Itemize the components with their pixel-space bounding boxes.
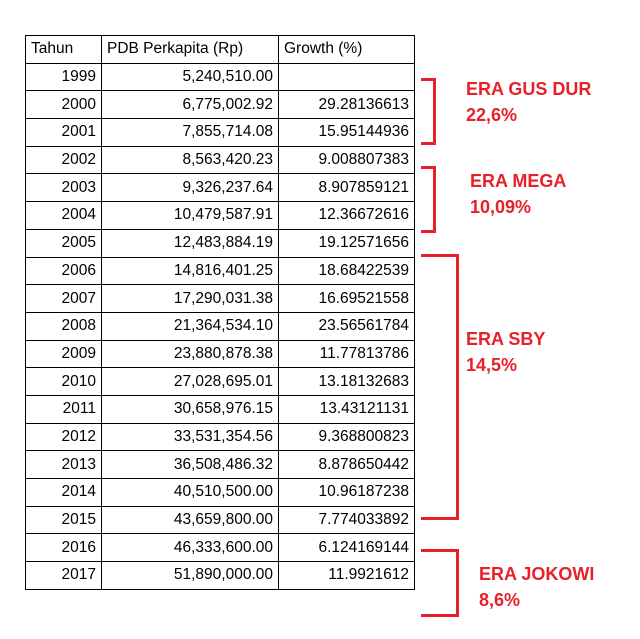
cell-growth: 7.774033892 <box>278 505 415 535</box>
cell-tahun: 2004 <box>25 201 102 230</box>
table-row: 2001 7,855,714.08 15.95144936 <box>25 118 415 147</box>
cell-pdb-perkapita: 36,508,486.32 <box>101 450 279 479</box>
cell-pdb-perkapita: 14,816,401.25 <box>101 256 279 286</box>
cell-pdb-perkapita: 17,290,031.38 <box>101 284 279 313</box>
cell-pdb-perkapita: 21,364,534.10 <box>101 311 279 341</box>
era-mega-name: ERA MEGA <box>470 171 567 191</box>
table-row: 2015 43,659,800.00 7.774033892 <box>25 505 415 535</box>
table-row: 2006 14,816,401.25 18.68422539 <box>25 256 415 286</box>
cell-tahun: 2012 <box>25 422 102 452</box>
cell-growth: 12.36672616 <box>278 201 415 230</box>
era-mega-label: ERA MEGA 10,09% <box>470 168 566 220</box>
cell-growth: 9.008807383 <box>278 145 415 175</box>
cell-pdb-perkapita: 46,333,600.00 <box>101 533 279 563</box>
era-gus-dur-label: ERA GUS DUR 22,6% <box>466 76 591 128</box>
table-row: 2008 21,364,534.10 23.56561784 <box>25 311 415 341</box>
cell-growth: 29.28136613 <box>278 90 415 120</box>
cell-pdb-perkapita: 27,028,695.01 <box>101 367 279 396</box>
cell-pdb-perkapita: 8,563,420.23 <box>101 145 279 175</box>
cell-growth: 15.95144936 <box>278 118 415 147</box>
cell-tahun: 1999 <box>25 62 102 92</box>
table-row: 2010 27,028,695.01 13.18132683 <box>25 367 415 396</box>
cell-growth: 8.907859121 <box>278 173 415 203</box>
cell-growth: 6.124169144 <box>278 533 415 563</box>
table-row: 2013 36,508,486.32 8.878650442 <box>25 450 415 479</box>
cell-tahun: 2006 <box>25 256 102 286</box>
cell-pdb-perkapita: 40,510,500.00 <box>101 478 279 507</box>
cell-tahun: 2011 <box>25 394 102 424</box>
cell-tahun: 2002 <box>25 145 102 175</box>
table-row: 2017 51,890,000.00 11.9921612 <box>25 561 415 590</box>
table-row: 2016 46,333,600.00 6.124169144 <box>25 533 415 563</box>
header-row: Tahun PDB Perkapita (Rp) Growth (%) <box>25 35 415 64</box>
cell-tahun: 2013 <box>25 450 102 479</box>
era-sby-label: ERA SBY 14,5% <box>466 326 545 378</box>
cell-pdb-perkapita: 23,880,878.38 <box>101 339 279 369</box>
cell-tahun: 2014 <box>25 478 102 507</box>
cell-tahun: 2007 <box>25 284 102 313</box>
gdp-per-capita-table: Tahun PDB Perkapita (Rp) Growth (%) 1999… <box>25 35 415 590</box>
table-row: 2005 12,483,884.19 19.12571656 <box>25 228 415 258</box>
cell-tahun: 2003 <box>25 173 102 203</box>
cell-pdb-perkapita: 5,240,510.00 <box>101 62 279 92</box>
header-growth: Growth (%) <box>278 35 415 64</box>
cell-growth: 18.68422539 <box>278 256 415 286</box>
era-sby-name: ERA SBY <box>466 329 546 349</box>
cell-tahun: 2010 <box>25 367 102 396</box>
era-gus-dur-name: ERA GUS DUR <box>466 79 592 99</box>
cell-growth: 9.368800823 <box>278 422 415 452</box>
cell-growth: 10.96187238 <box>278 478 415 507</box>
cell-tahun: 2005 <box>25 228 102 258</box>
cell-growth: 13.18132683 <box>278 367 415 396</box>
table-row: 1999 5,240,510.00 <box>25 62 415 92</box>
era-jokowi-growth: 8,6% <box>479 590 521 610</box>
cell-pdb-perkapita: 43,659,800.00 <box>101 505 279 535</box>
cell-growth: 19.12571656 <box>278 228 415 258</box>
table-row: 2000 6,775,002.92 29.28136613 <box>25 90 415 120</box>
table-row: 2011 30,658,976.15 13.43121131 <box>25 394 415 424</box>
table-row: 2009 23,880,878.38 11.77813786 <box>25 339 415 369</box>
era-mega-bracket <box>421 166 436 233</box>
cell-growth: 8.878650442 <box>278 450 415 479</box>
era-sby-growth: 14,5% <box>466 355 518 375</box>
table-row: 2004 10,479,587.91 12.36672616 <box>25 201 415 230</box>
cell-growth <box>278 62 415 92</box>
cell-tahun: 2015 <box>25 505 102 535</box>
cell-pdb-perkapita: 6,775,002.92 <box>101 90 279 120</box>
table-row: 2003 9,326,237.64 8.907859121 <box>25 173 415 203</box>
cell-pdb-perkapita: 12,483,884.19 <box>101 228 279 258</box>
cell-tahun: 2001 <box>25 118 102 147</box>
era-jokowi-name: ERA JOKOWI <box>479 564 595 584</box>
era-mega-growth: 10,09% <box>470 197 532 217</box>
era-gus-dur-bracket <box>421 78 436 145</box>
cell-tahun: 2017 <box>25 561 102 590</box>
table-row: 2007 17,290,031.38 16.69521558 <box>25 284 415 313</box>
cell-pdb-perkapita: 7,855,714.08 <box>101 118 279 147</box>
era-gus-dur-growth: 22,6% <box>466 105 518 125</box>
cell-tahun: 2016 <box>25 533 102 563</box>
cell-growth: 11.77813786 <box>278 339 415 369</box>
table-row: 2012 33,531,354.56 9.368800823 <box>25 422 415 452</box>
cell-tahun: 2009 <box>25 339 102 369</box>
era-sby-bracket <box>421 254 459 520</box>
cell-growth: 13.43121131 <box>278 394 415 424</box>
cell-pdb-perkapita: 33,531,354.56 <box>101 422 279 452</box>
era-jokowi-bracket <box>421 549 459 617</box>
cell-tahun: 2000 <box>25 90 102 120</box>
cell-pdb-perkapita: 51,890,000.00 <box>101 561 279 590</box>
era-jokowi-label: ERA JOKOWI 8,6% <box>479 561 594 613</box>
table-row: 2002 8,563,420.23 9.008807383 <box>25 145 415 175</box>
cell-tahun: 2008 <box>25 311 102 341</box>
table-row: 2014 40,510,500.00 10.96187238 <box>25 478 415 507</box>
cell-pdb-perkapita: 30,658,976.15 <box>101 394 279 424</box>
cell-growth: 23.56561784 <box>278 311 415 341</box>
cell-growth: 16.69521558 <box>278 284 415 313</box>
cell-pdb-perkapita: 10,479,587.91 <box>101 201 279 230</box>
header-pdb-perkapita: PDB Perkapita (Rp) <box>101 35 279 64</box>
header-tahun: Tahun <box>25 35 102 64</box>
cell-pdb-perkapita: 9,326,237.64 <box>101 173 279 203</box>
cell-growth: 11.9921612 <box>278 561 415 590</box>
